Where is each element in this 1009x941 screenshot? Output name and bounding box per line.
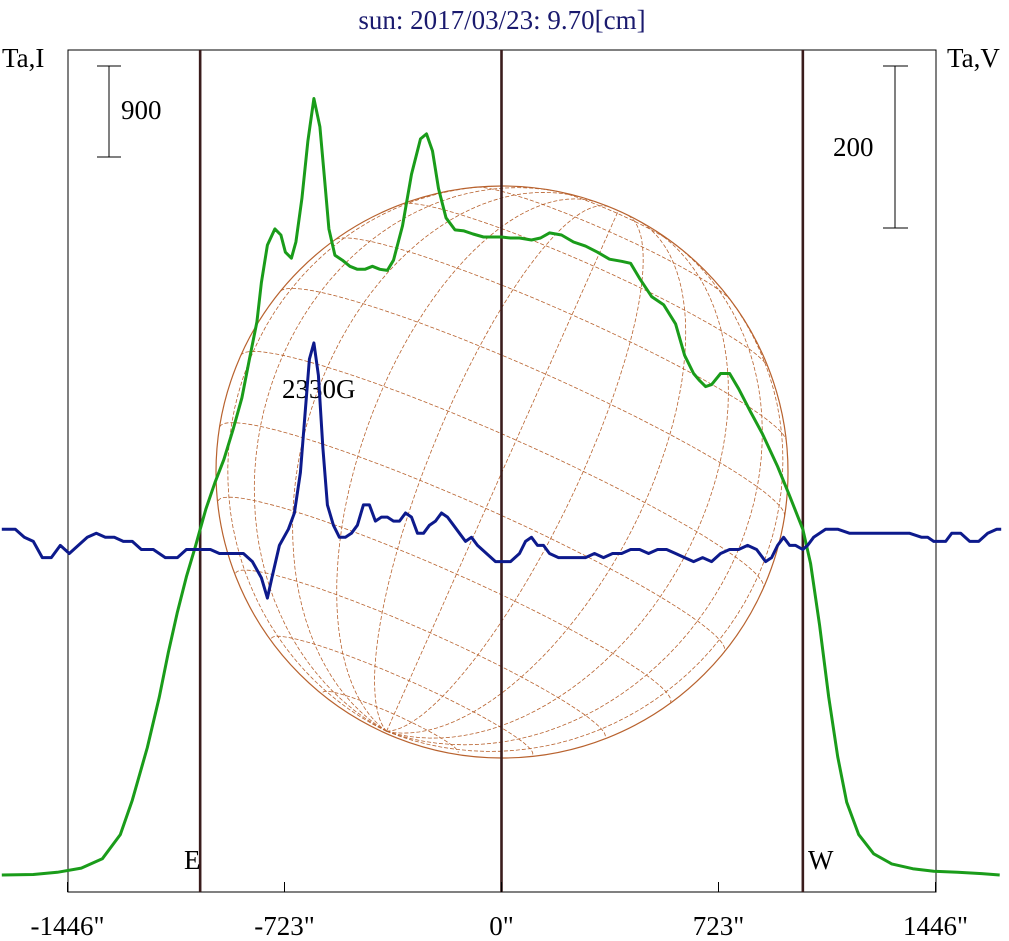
longitude-line [386, 287, 784, 752]
x-tick-label: -723" [254, 911, 315, 941]
y-axis-label-right: Ta,V [947, 43, 1000, 73]
longitude-line [336, 198, 598, 732]
latitude-line [335, 237, 787, 440]
longitude-line [386, 230, 729, 739]
latitude-line [556, 190, 675, 244]
latitude-line [402, 202, 769, 367]
longitude-line [386, 243, 763, 746]
chart-title: sun: 2017/03/23: 9.70[cm] [358, 5, 645, 35]
x-tick-label: -1446" [30, 911, 104, 941]
longitude-line [253, 187, 557, 732]
longitude-line [227, 185, 493, 732]
x-tick-label: 0" [489, 911, 514, 941]
reference-lines [198, 50, 805, 892]
scale-bar-right-label: 200 [833, 132, 874, 162]
longitude-line [386, 210, 619, 732]
longitude-line [386, 220, 687, 734]
stokes-i-line [1, 97, 1000, 877]
longitude-line [292, 191, 579, 732]
scale-bar-left [97, 65, 121, 158]
series-layer [1, 97, 1002, 877]
west-limb-label: W [808, 845, 834, 875]
latitude-line [235, 569, 606, 738]
east-limb-label: E [184, 845, 201, 875]
longitude-line [386, 215, 644, 732]
stokes-v-line [1, 341, 1002, 600]
latitude-line [217, 496, 672, 703]
scale-bar-left-label: 900 [121, 95, 162, 125]
x-tick-label: 723" [693, 911, 745, 941]
scale-bar-right [883, 65, 908, 229]
latitude-line [219, 422, 726, 652]
x-axis-ticks: -1446" -723" 0" 723" 1446" [30, 882, 968, 941]
x-tick-label: 1446" [903, 911, 968, 941]
longitude-line [374, 205, 608, 732]
y-axis-label-left: Ta,I [2, 43, 44, 73]
latitude-line [280, 287, 785, 516]
